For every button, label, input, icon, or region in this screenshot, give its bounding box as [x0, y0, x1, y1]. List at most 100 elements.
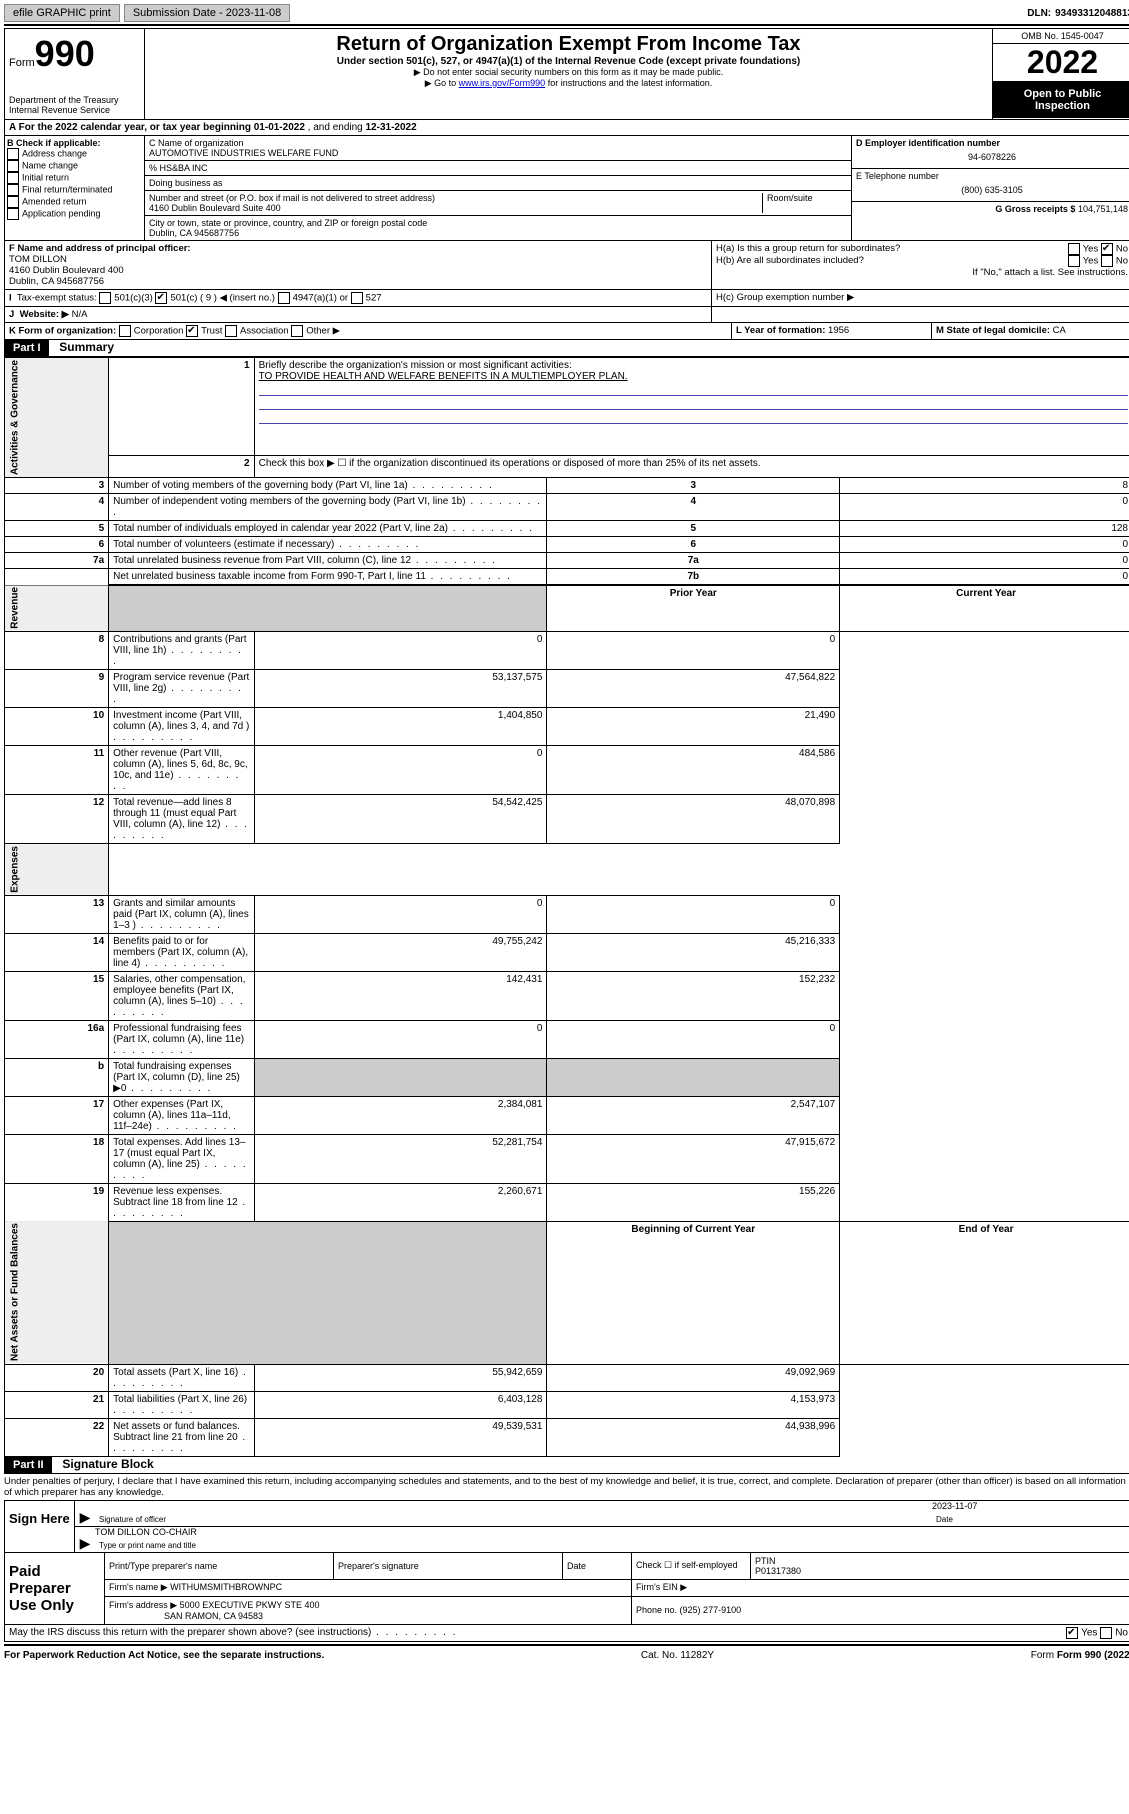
note-link-post: for instructions and the latest informat…	[545, 78, 712, 88]
i-527-checkbox[interactable]	[351, 292, 363, 304]
colb-item-0: Address change	[22, 148, 87, 158]
cat-no: Cat. No. 11282Y	[641, 1650, 714, 1661]
j-val: N/A	[72, 309, 88, 320]
i-4947-checkbox[interactable]	[278, 292, 290, 304]
row-i: I Tax-exempt status: 501(c)(3) 501(c) ( …	[5, 290, 712, 307]
discuss-yes-checkbox[interactable]	[1066, 1627, 1078, 1639]
paid-h3: Date	[563, 1553, 632, 1579]
form-header: Form990 Department of the Treasury Inter…	[4, 28, 1129, 120]
hb-yes-checkbox[interactable]	[1068, 255, 1080, 267]
col-b: B Check if applicable: Address changeNam…	[5, 136, 145, 240]
pra-notice: For Paperwork Reduction Act Notice, see …	[4, 1650, 324, 1661]
paid-h2: Preparer's signature	[334, 1553, 563, 1579]
col-d: D Employer identification number 94-6078…	[852, 136, 1129, 240]
i-501c-checkbox[interactable]	[155, 292, 167, 304]
q2: Check this box ▶ ☐ if the organization d…	[254, 455, 1129, 477]
note-link-pre: ▶ Go to	[425, 78, 459, 88]
k-assoc-checkbox[interactable]	[225, 325, 237, 337]
tab-governance: Activities & Governance	[5, 358, 109, 478]
discuss-row: May the IRS discuss this return with the…	[4, 1625, 1129, 1642]
paid-h5: PTIN	[755, 1556, 776, 1566]
form-number: 990	[35, 33, 95, 74]
colb-item-2: Initial return	[22, 172, 69, 182]
colb-checkbox-4[interactable]	[7, 196, 19, 208]
omb-number: OMB No. 1545-0047	[993, 29, 1129, 44]
hdr-prior: Prior Year	[547, 585, 840, 632]
discuss-q: May the IRS discuss this return with the…	[9, 1627, 457, 1639]
q1: Briefly describe the organization's miss…	[259, 360, 572, 371]
row-a-mid: , and ending	[308, 122, 366, 133]
colb-checkbox-5[interactable]	[7, 208, 19, 220]
k-corp-checkbox[interactable]	[119, 325, 131, 337]
discuss-no-checkbox[interactable]	[1100, 1627, 1112, 1639]
colb-item-5: Application pending	[22, 208, 101, 218]
colb-item-4: Amended return	[22, 196, 87, 206]
colb-item-3: Final return/terminated	[22, 184, 113, 194]
i-501c3-checkbox[interactable]	[99, 292, 111, 304]
colb-checkbox-0[interactable]	[7, 148, 19, 160]
hdr-end: End of Year	[840, 1221, 1129, 1364]
row-a-pre: A For the 2022 calendar year, or tax yea…	[9, 122, 254, 133]
e-label: E Telephone number	[856, 171, 1128, 181]
c-dba-label: Doing business as	[145, 176, 851, 191]
sig-name: TOM DILLON CO-CHAIR	[95, 1527, 932, 1541]
submission-date-button[interactable]: Submission Date - 2023-11-08	[124, 4, 290, 22]
sign-here-block: Sign Here ▶ Signature of officer 2023-11…	[4, 1500, 1129, 1553]
c-room-label: Room/suite	[762, 193, 847, 213]
part2-badge: Part II	[5, 1457, 52, 1473]
header-right: OMB No. 1545-0047 2022 Open to Public In…	[992, 29, 1129, 119]
tab-expenses: Expenses	[5, 844, 109, 896]
form-title: Return of Organization Exempt From Incom…	[149, 33, 988, 56]
hdr-beg: Beginning of Current Year	[547, 1221, 840, 1364]
open-public-badge: Open to Public Inspection	[993, 82, 1129, 118]
firm-name: WITHUMSMITHBROWNPC	[170, 1582, 282, 1592]
f-label: F Name and address of principal officer:	[9, 243, 191, 254]
k-other-checkbox[interactable]	[291, 325, 303, 337]
e-phone: (800) 635-3105	[856, 181, 1128, 199]
c-care-of: % HS&BA INC	[145, 161, 851, 176]
firm-label: Firm's name ▶	[109, 1582, 168, 1592]
ha-no-checkbox[interactable]	[1101, 243, 1113, 255]
paid-preparer-label: Paid Preparer Use Only	[5, 1553, 105, 1624]
form-word: Form	[9, 57, 35, 69]
irs-link[interactable]: www.irs.gov/Form990	[459, 78, 546, 88]
colb-checkbox-2[interactable]	[7, 172, 19, 184]
penalties-text: Under penalties of perjury, I declare th…	[4, 1474, 1129, 1500]
sign-here-label: Sign Here	[5, 1501, 75, 1552]
ha-yes-checkbox[interactable]	[1068, 243, 1080, 255]
efile-button[interactable]: efile GRAPHIC print	[4, 4, 120, 22]
tab-netassets: Net Assets or Fund Balances	[5, 1221, 109, 1364]
row-a-begin: 01-01-2022	[254, 122, 305, 133]
i-label: Tax-exempt status:	[17, 293, 97, 304]
colb-checkbox-1[interactable]	[7, 160, 19, 172]
row-a-end: 12-31-2022	[366, 122, 417, 133]
note-ssn: ▶ Do not enter social security numbers o…	[149, 67, 988, 78]
k-trust-checkbox[interactable]	[186, 325, 198, 337]
paid-ptin: P01317380	[755, 1566, 801, 1576]
f-addr2: Dublin, CA 945687756	[9, 276, 104, 287]
section-fh: F Name and address of principal officer:…	[4, 241, 1129, 323]
colb-checkbox-3[interactable]	[7, 184, 19, 196]
hb-no-checkbox[interactable]	[1101, 255, 1113, 267]
g-val: 104,751,148	[1078, 204, 1128, 214]
c-city: Dublin, CA 945687756	[149, 228, 847, 238]
firm-addr1: 5000 EXECUTIVE PKWY STE 400	[180, 1600, 320, 1610]
h-b-note: If "No," attach a list. See instructions…	[716, 267, 1128, 278]
sig-name-cap: Type or print name and title	[95, 1541, 932, 1550]
firm-ein-label: Firm's EIN ▶	[632, 1579, 1129, 1596]
col-b-title: B Check if applicable:	[7, 138, 142, 148]
row-m: M State of legal domicile: CA	[932, 323, 1129, 339]
mission-text: TO PROVIDE HEALTH AND WELFARE BENEFITS I…	[259, 371, 628, 382]
dept-treasury: Department of the Treasury Internal Reve…	[9, 95, 140, 115]
paid-h4: Check ☐ if self-employed	[632, 1553, 751, 1579]
sig-officer-cap: Signature of officer	[95, 1515, 932, 1524]
c-city-label: City or town, state or province, country…	[149, 218, 847, 228]
row-h: H(a) Is this a group return for subordin…	[712, 241, 1129, 290]
part1-header: Part I Summary	[4, 340, 1129, 357]
section-bcd: B Check if applicable: Address changeNam…	[4, 136, 1129, 241]
tax-year: 2022	[993, 44, 1129, 82]
c-addr: 4160 Dublin Boulevard Suite 400	[149, 203, 762, 213]
phone-val: (925) 277-9100	[680, 1605, 742, 1615]
row-k: K Form of organization: Corporation Trus…	[5, 323, 732, 339]
form-ref: Form Form 990 (2022)	[1031, 1650, 1129, 1661]
